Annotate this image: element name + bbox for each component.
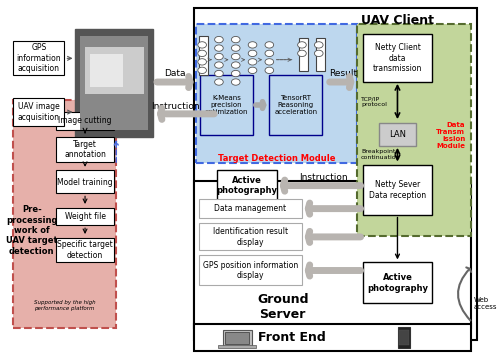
FancyBboxPatch shape: [194, 324, 471, 351]
FancyBboxPatch shape: [364, 262, 432, 303]
Circle shape: [214, 45, 224, 51]
Circle shape: [214, 37, 224, 43]
Text: Target
annotation: Target annotation: [64, 140, 106, 159]
Text: Weight file: Weight file: [64, 212, 106, 221]
Circle shape: [265, 42, 274, 48]
Circle shape: [298, 42, 306, 48]
Text: Target Detection Module: Target Detection Module: [218, 154, 336, 163]
Text: GPS position information
display: GPS position information display: [202, 261, 298, 280]
FancyBboxPatch shape: [196, 24, 357, 163]
FancyBboxPatch shape: [56, 112, 114, 130]
FancyBboxPatch shape: [199, 199, 302, 218]
FancyBboxPatch shape: [364, 165, 432, 215]
FancyBboxPatch shape: [13, 98, 64, 126]
Text: Breakpoint
continuation: Breakpoint continuation: [361, 149, 401, 159]
Circle shape: [298, 50, 306, 56]
FancyBboxPatch shape: [357, 24, 471, 236]
FancyBboxPatch shape: [398, 327, 410, 348]
FancyBboxPatch shape: [56, 237, 114, 262]
Text: Active
photography: Active photography: [216, 176, 278, 195]
Circle shape: [198, 59, 206, 65]
Circle shape: [214, 79, 224, 85]
Text: Specific target
detection: Specific target detection: [57, 240, 113, 260]
FancyBboxPatch shape: [13, 100, 116, 328]
Circle shape: [198, 50, 206, 56]
Circle shape: [232, 62, 240, 68]
FancyBboxPatch shape: [56, 170, 114, 193]
FancyBboxPatch shape: [379, 123, 416, 146]
Circle shape: [232, 79, 240, 85]
FancyBboxPatch shape: [194, 8, 477, 340]
Circle shape: [265, 50, 274, 56]
Text: Instruction: Instruction: [299, 173, 348, 182]
Circle shape: [265, 59, 274, 65]
Text: Web
access: Web access: [474, 296, 498, 310]
Circle shape: [248, 50, 257, 56]
Circle shape: [214, 53, 224, 60]
FancyBboxPatch shape: [76, 29, 153, 137]
Circle shape: [214, 70, 224, 77]
Circle shape: [232, 45, 240, 51]
FancyBboxPatch shape: [194, 181, 471, 328]
Circle shape: [198, 42, 206, 48]
FancyBboxPatch shape: [316, 38, 324, 71]
Circle shape: [232, 53, 240, 60]
Text: Front End: Front End: [258, 331, 326, 344]
FancyBboxPatch shape: [13, 42, 64, 75]
FancyBboxPatch shape: [200, 36, 208, 75]
FancyBboxPatch shape: [225, 332, 249, 344]
FancyBboxPatch shape: [270, 75, 322, 135]
FancyBboxPatch shape: [200, 75, 253, 135]
Circle shape: [248, 59, 257, 65]
Text: Ground
Server: Ground Server: [257, 293, 308, 321]
FancyBboxPatch shape: [217, 170, 277, 201]
FancyBboxPatch shape: [80, 36, 148, 130]
Text: Data: Data: [164, 69, 186, 78]
Circle shape: [265, 67, 274, 73]
Circle shape: [198, 67, 206, 73]
Text: TensorRT
Reasoning
acceleration: TensorRT Reasoning acceleration: [274, 95, 318, 115]
Text: Active
photography: Active photography: [367, 273, 428, 293]
FancyBboxPatch shape: [85, 47, 144, 94]
Text: UAV image
acquisition: UAV image acquisition: [18, 102, 60, 122]
Text: Identification result
display: Identification result display: [212, 227, 288, 247]
FancyBboxPatch shape: [90, 54, 124, 87]
Text: LAN: LAN: [389, 130, 406, 139]
Text: Data
Transm
ission
Module: Data Transm ission Module: [436, 121, 465, 148]
FancyBboxPatch shape: [299, 38, 308, 71]
Text: UAV Client: UAV Client: [362, 13, 434, 27]
FancyBboxPatch shape: [56, 208, 114, 225]
FancyBboxPatch shape: [199, 255, 302, 285]
Circle shape: [314, 50, 323, 56]
Text: K-Means
precision
optimization: K-Means precision optimization: [205, 95, 248, 115]
Text: Result: Result: [328, 69, 357, 78]
Text: Data management: Data management: [214, 204, 286, 213]
Text: Pre-
processing
work of
UAV target
detection: Pre- processing work of UAV target detec…: [6, 205, 58, 256]
Bar: [218, 345, 256, 348]
Circle shape: [248, 67, 257, 73]
Circle shape: [232, 70, 240, 77]
Text: Model training: Model training: [57, 178, 113, 187]
FancyBboxPatch shape: [364, 34, 432, 82]
Circle shape: [232, 37, 240, 43]
Circle shape: [248, 42, 257, 48]
Text: Netty Client
data
transmission: Netty Client data transmission: [373, 43, 422, 73]
FancyArrowPatch shape: [458, 267, 471, 321]
FancyBboxPatch shape: [56, 137, 114, 162]
Text: GPS
information
acquisition: GPS information acquisition: [16, 43, 62, 73]
Text: Supported by the high
performance platform: Supported by the high performance platfo…: [34, 300, 95, 311]
Text: Instruction: Instruction: [151, 102, 200, 111]
FancyBboxPatch shape: [223, 330, 252, 346]
Circle shape: [214, 62, 224, 68]
FancyBboxPatch shape: [199, 223, 302, 250]
FancyBboxPatch shape: [400, 329, 408, 345]
Text: TCP/IP
protocol: TCP/IP protocol: [361, 97, 387, 107]
Circle shape: [314, 42, 323, 48]
Text: Netty Sever
Data reception: Netty Sever Data reception: [369, 180, 426, 200]
Text: Image cutting: Image cutting: [58, 116, 112, 125]
